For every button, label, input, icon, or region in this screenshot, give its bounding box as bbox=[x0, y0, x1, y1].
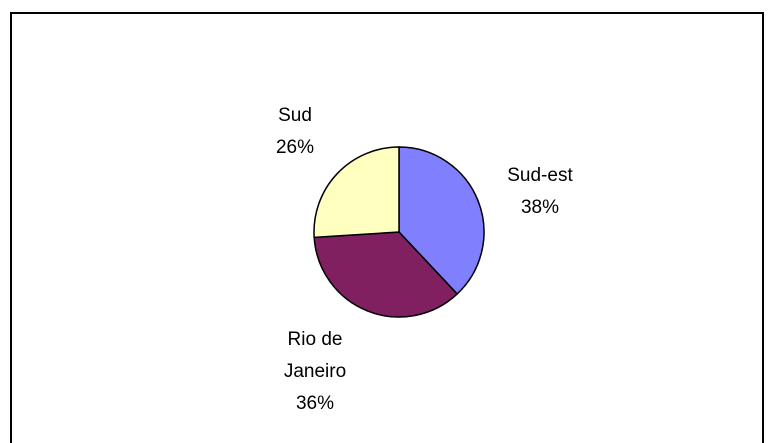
slice-label: Rio de Janeiro 36% bbox=[267, 324, 363, 420]
slice-label: Sud-est 38% bbox=[492, 160, 588, 224]
category-label: Sud bbox=[278, 105, 312, 126]
value-label: 26% bbox=[275, 137, 315, 158]
slice-label: Sud 26% bbox=[247, 100, 343, 164]
pie-slice bbox=[313, 146, 400, 239]
chart-frame bbox=[10, 12, 764, 443]
value-label: 38% bbox=[520, 197, 560, 218]
category-label: Rio de Janeiro bbox=[283, 329, 347, 382]
pie-slice bbox=[398, 146, 485, 296]
value-label: 36% bbox=[295, 393, 335, 414]
pie-slice bbox=[313, 231, 459, 318]
category-label: Sud-est bbox=[507, 165, 573, 186]
